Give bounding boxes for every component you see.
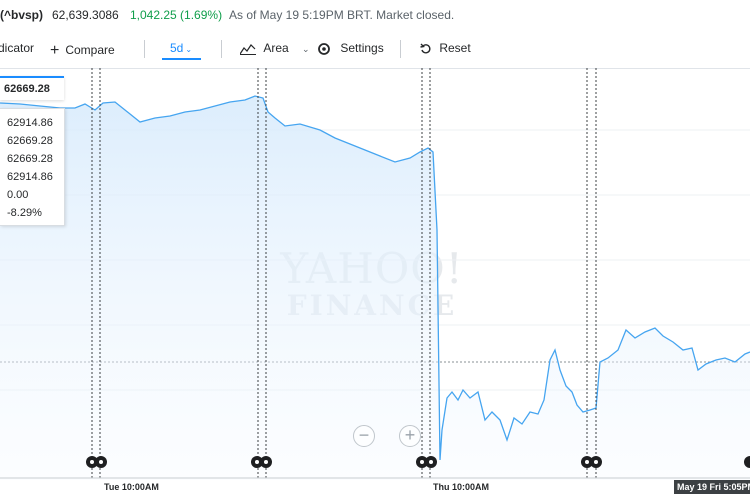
ticker-symbol: (^bvsp)	[0, 8, 44, 22]
x-axis-label: Thu 10:00AM	[433, 482, 490, 492]
crosshair-price-tag: 62669.28	[0, 76, 64, 100]
settings-label: Settings	[340, 41, 384, 55]
price-area-fill	[0, 96, 750, 480]
settings-button[interactable]: Settings	[317, 41, 384, 56]
plus-icon: +	[50, 42, 60, 59]
tooltip-low: 62669.28	[7, 153, 53, 165]
reset-button[interactable]: Reset	[420, 41, 471, 55]
last-price: 62,639.3086	[52, 8, 119, 22]
chevron-down-icon: ⌄	[185, 45, 193, 54]
tooltip-close: 62914.86	[7, 171, 53, 183]
ohlc-tooltip: 62914.86 62669.28 62669.28 62914.86 0.00…	[0, 108, 65, 226]
range-label: 5d	[169, 41, 184, 55]
chart-type-button[interactable]: Area ⌄	[240, 41, 310, 55]
price-change: 1,042.25 (1.69%)	[130, 8, 223, 22]
compare-button[interactable]: + Compare	[50, 41, 115, 59]
toolbar-divider	[400, 40, 401, 58]
chart-toolbar: dicator + Compare 5d ⌄ Area ⌄ Settings Res…	[0, 30, 750, 69]
zoom-out-button[interactable]: −	[353, 425, 375, 447]
toolbar-divider	[144, 40, 145, 58]
price-chart[interactable]	[0, 68, 750, 480]
toolbar-divider	[221, 40, 222, 58]
reset-icon	[420, 43, 431, 54]
tooltip-high: 62669.28	[7, 135, 53, 147]
range-selector[interactable]: 5d ⌄	[162, 41, 200, 55]
gear-icon	[318, 42, 330, 55]
zoom-in-button[interactable]: +	[399, 425, 421, 447]
tooltip-change: -8.29%	[7, 207, 42, 219]
x-axis-label: Tue 10:00AM	[104, 482, 159, 492]
reset-label: Reset	[439, 41, 471, 55]
chart-type-label: Area	[263, 41, 289, 55]
price-line	[0, 95, 750, 461]
chevron-down-icon: ⌄	[302, 44, 310, 54]
compare-label: Compare	[65, 43, 115, 57]
tooltip-open: 62914.86	[7, 117, 53, 129]
session-markers	[91, 68, 597, 478]
indicator-button[interactable]: dicator	[0, 41, 35, 55]
event-markers[interactable]	[86, 456, 750, 468]
market-status: As of May 19 5:19PM BRT. Market closed.	[229, 8, 455, 22]
x-axis-current-label: May 19 Fri 5:05PM	[674, 480, 750, 494]
quote-bar: (^bvsp) 62,639.3086 1,042.25 (1.69%) As …	[0, 0, 750, 30]
tooltip-volume: 0.00	[7, 189, 29, 201]
area-chart-icon	[240, 43, 256, 55]
range-active-indicator	[162, 58, 201, 60]
